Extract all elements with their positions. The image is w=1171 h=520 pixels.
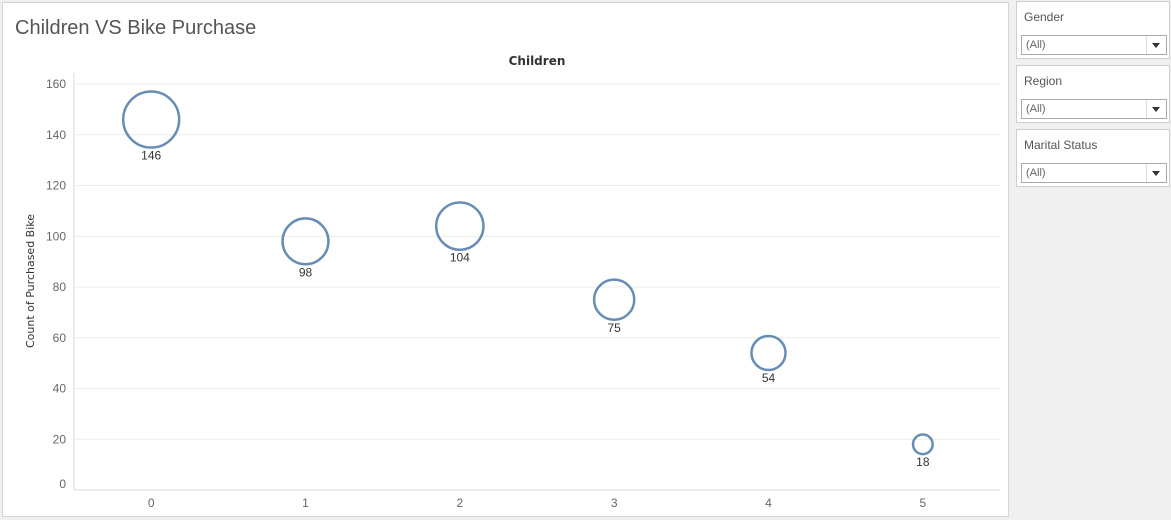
data-label: 104 xyxy=(450,251,470,265)
y-axis-title: Count of Purchased Bike xyxy=(24,214,37,348)
chart-worksheet: Children VS Bike Purchase Children 0 20 40 6… xyxy=(2,2,1009,517)
filter-region: Region (All) xyxy=(1016,65,1170,123)
region-dropdown-value: (All) xyxy=(1026,103,1046,115)
chevron-down-icon[interactable] xyxy=(1146,100,1164,118)
data-point xyxy=(911,433,934,456)
region-dropdown[interactable]: (All) xyxy=(1021,99,1167,119)
chevron-down-icon[interactable] xyxy=(1146,164,1164,182)
y-tick-label: 120 xyxy=(46,179,66,193)
y-tick-label: 40 xyxy=(53,382,67,396)
data-point xyxy=(592,278,636,322)
gender-dropdown[interactable]: (All) xyxy=(1021,35,1167,55)
y-tick-label: 140 xyxy=(46,128,66,142)
x-tick-label: 5 xyxy=(919,496,926,510)
x-tick-label: 0 xyxy=(148,496,155,510)
data-label: 75 xyxy=(607,321,621,335)
x-tick-label: 2 xyxy=(456,496,463,510)
filter-gender-title: Gender xyxy=(1024,10,1065,24)
data-label: 98 xyxy=(299,265,313,279)
marital-status-dropdown[interactable]: (All) xyxy=(1021,163,1167,183)
y-tick-label: 100 xyxy=(46,229,66,243)
y-tick-label: 20 xyxy=(53,432,67,446)
data-label: 146 xyxy=(141,149,161,163)
data-label: 54 xyxy=(762,371,776,385)
data-point xyxy=(281,217,330,266)
chart-header: Children xyxy=(509,54,566,68)
x-tick-label: 3 xyxy=(611,496,618,510)
filter-marital-status: Marital Status (All) xyxy=(1016,129,1170,187)
data-label: 18 xyxy=(916,455,930,469)
chevron-down-icon[interactable] xyxy=(1146,36,1164,54)
filter-region-title: Region xyxy=(1024,74,1063,88)
data-point xyxy=(121,90,181,149)
worksheet-title: Children VS Bike Purchase xyxy=(15,17,257,39)
y-tick-label: 60 xyxy=(53,331,67,345)
y-tick-label: 160 xyxy=(46,77,66,91)
x-tick-label: 1 xyxy=(302,496,309,510)
filter-marital-status-title: Marital Status xyxy=(1024,138,1098,152)
marital-status-dropdown-value: (All) xyxy=(1026,167,1046,179)
x-tick-label: 4 xyxy=(765,496,772,510)
filter-panel: Gender (All) Region (All) Marital Status… xyxy=(1016,1,1170,193)
data-point xyxy=(434,201,485,251)
data-point xyxy=(750,334,787,372)
filter-gender: Gender (All) xyxy=(1016,1,1170,59)
y-tick-label: 0 xyxy=(59,477,66,491)
gender-dropdown-value: (All) xyxy=(1026,39,1046,51)
y-tick-label: 80 xyxy=(53,280,67,294)
